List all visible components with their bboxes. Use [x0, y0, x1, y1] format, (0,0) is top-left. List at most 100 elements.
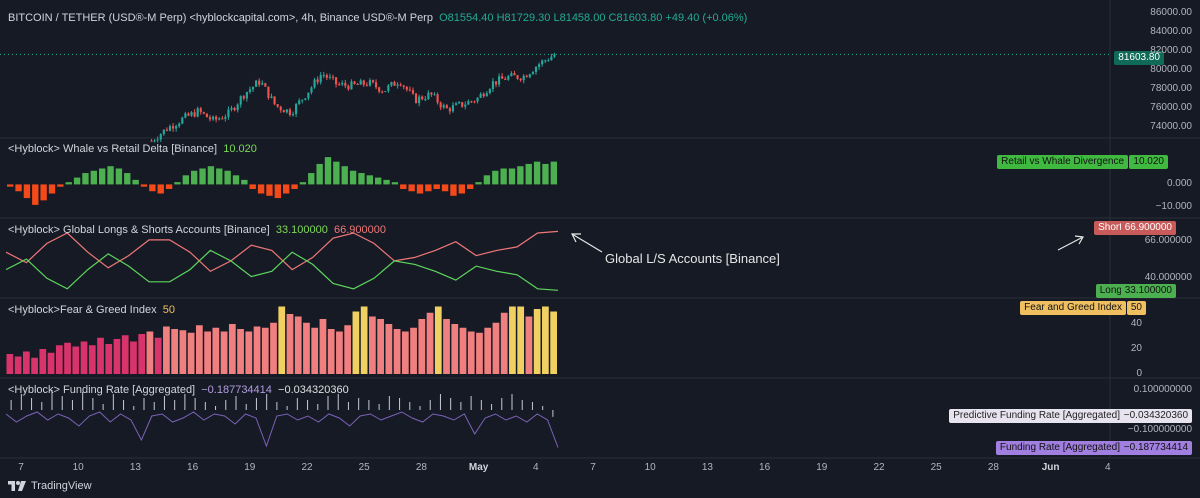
candle-body: [550, 56, 553, 61]
candle-body: [436, 94, 439, 103]
fear-greed-bar: [418, 319, 426, 374]
whale-delta-bar: [73, 177, 81, 185]
time-axis-label[interactable]: 16: [187, 462, 199, 473]
candle-body: [430, 92, 433, 95]
candle-body: [519, 78, 522, 81]
candle-body: [424, 99, 427, 101]
candle-body: [224, 116, 227, 119]
ls-line-long: [5, 249, 559, 291]
time-axis-label[interactable]: 7: [590, 462, 596, 473]
fg-y-tick: 40: [1130, 318, 1142, 329]
time-axis-label[interactable]: 4: [533, 462, 539, 473]
fear-greed-bar: [6, 354, 14, 374]
whale-y-tick: 0.000: [1166, 178, 1192, 190]
whale-delta-bar: [525, 163, 532, 185]
candle-body: [347, 85, 350, 90]
fear-greed-bar: [336, 331, 343, 374]
time-axis-label[interactable]: 19: [816, 462, 828, 473]
whale-delta-bar: [366, 175, 373, 185]
whale-delta-bar: [207, 166, 215, 185]
whale-delta-bar: [174, 182, 181, 185]
candle-body: [547, 60, 550, 62]
candle-body: [288, 109, 292, 116]
time-axis-label[interactable]: 19: [244, 462, 256, 473]
funding-rate-bars: [5, 390, 559, 448]
fear-greed-bar: [401, 331, 409, 374]
fear-greed-bar: [105, 344, 113, 374]
candle-body: [353, 81, 356, 84]
funding-value1: −0.187734414: [201, 384, 272, 396]
time-axis-label[interactable]: 25: [930, 462, 942, 473]
candle-body: [544, 60, 547, 62]
whale-delta-bar: [383, 179, 390, 185]
fear-greed-bar: [228, 324, 236, 374]
time-axis-label[interactable]: 28: [415, 462, 427, 473]
whale-delta-bar: [483, 175, 491, 185]
time-axis-label[interactable]: 10: [644, 462, 656, 473]
whale-delta-bar: [416, 184, 424, 194]
whale-delta-bar: [82, 173, 89, 185]
whale-delta-bar: [408, 184, 415, 192]
whale-delta-bar: [224, 170, 231, 185]
time-axis-label[interactable]: 22: [873, 462, 885, 473]
candle-body: [485, 93, 488, 97]
candle-body: [458, 102, 461, 104]
fear-greed-bar: [121, 335, 129, 374]
whale-delta-bar: [165, 184, 173, 189]
whale-delta-bar: [48, 184, 56, 194]
fear-greed-bar: [237, 329, 244, 374]
candle-body: [184, 113, 187, 118]
fear-greed-bar: [509, 306, 516, 374]
candle-body: [205, 113, 208, 118]
whale-delta-bar: [7, 184, 14, 187]
candle-body: [316, 79, 319, 83]
candle-body: [162, 129, 165, 135]
time-axis-label[interactable]: May: [468, 462, 489, 473]
fear-greed-bar: [220, 331, 228, 374]
time-axis-label[interactable]: 25: [358, 462, 370, 473]
fear-greed-bar: [146, 331, 154, 374]
whale-y-tick: −10.000: [1155, 201, 1192, 213]
time-axis-label[interactable]: 28: [987, 462, 999, 473]
time-axis-label[interactable]: Jun: [1041, 462, 1060, 473]
candle-body: [261, 83, 264, 85]
fg-y-tick: 20: [1130, 343, 1142, 354]
pred-funding-tag-label: Predictive Funding Rate [Aggregated]: [949, 409, 1124, 423]
symbol-title: BITCOIN / TETHER (USD®-M Perp) <hyblockc…: [8, 12, 433, 24]
candle-body: [301, 99, 304, 101]
tradingview-logo-icon: [8, 481, 26, 491]
whale-delta-bar: [15, 184, 22, 192]
main-y-tick: 86000.00: [1150, 6, 1192, 18]
candle-body: [218, 118, 221, 120]
whale-delta-bar: [441, 184, 449, 192]
time-axis-label[interactable]: 13: [129, 462, 141, 473]
whale-delta-bar: [115, 168, 123, 185]
candle-body: [504, 78, 507, 80]
ls-pane-title: <Hyblock> Global Longs & Shorts Accounts…: [8, 224, 386, 236]
candle-body: [538, 64, 541, 68]
time-axis-label[interactable]: 22: [301, 462, 313, 473]
time-axis-label[interactable]: 10: [72, 462, 84, 473]
whale-delta-bar: [500, 168, 507, 185]
whale-title: <Hyblock> Whale vs Retail Delta [Binance…: [8, 143, 218, 155]
candle-body: [178, 123, 181, 127]
time-axis-label[interactable]: 13: [701, 462, 713, 473]
whale-delta-bar: [299, 182, 307, 185]
candle-body: [414, 93, 418, 104]
funding-pane-title: <Hyblock> Funding Rate [Aggregated] −0.1…: [8, 384, 349, 396]
time-axis-label[interactable]: 4: [1105, 462, 1111, 473]
whale-delta-bar: [191, 170, 198, 185]
fear-greed-bar: [138, 334, 146, 374]
whale-delta-bar: [400, 184, 407, 189]
candle-body: [427, 92, 430, 100]
annotation-arrow-head-right: [1074, 235, 1084, 245]
tradingview-footer[interactable]: TradingView: [8, 480, 92, 492]
time-axis-label[interactable]: 16: [759, 462, 771, 473]
candle-body: [335, 77, 338, 85]
candle-body: [193, 112, 196, 117]
candle-body: [368, 80, 371, 86]
candle-body: [211, 116, 215, 120]
time-axis-label[interactable]: 7: [18, 462, 24, 473]
candle-body: [325, 75, 328, 78]
